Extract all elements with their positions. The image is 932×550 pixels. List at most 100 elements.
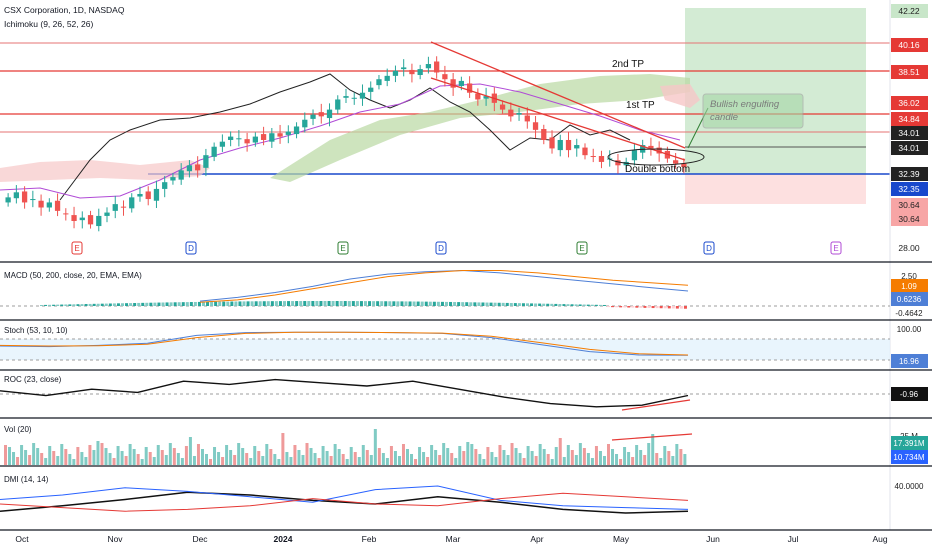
- candle[interactable]: [54, 200, 61, 211]
- double-bottom-ellipse[interactable]: [607, 148, 705, 166]
- candle[interactable]: [401, 67, 407, 70]
- event-marker[interactable]: D: [185, 241, 197, 255]
- candle[interactable]: [681, 163, 687, 167]
- candle[interactable]: [252, 136, 258, 143]
- stop-loss-zone[interactable]: [685, 174, 866, 204]
- candle[interactable]: [203, 155, 209, 168]
- candle[interactable]: [458, 80, 465, 86]
- candle[interactable]: [598, 156, 605, 162]
- candle[interactable]: [219, 141, 226, 147]
- macd-line[interactable]: [199, 269, 689, 302]
- candle[interactable]: [227, 136, 234, 140]
- candle[interactable]: [162, 182, 168, 189]
- event-marker[interactable]: E: [576, 241, 588, 255]
- candle[interactable]: [186, 165, 193, 172]
- candle[interactable]: [137, 193, 143, 197]
- candle[interactable]: [71, 215, 77, 221]
- candle[interactable]: [236, 138, 242, 140]
- candle[interactable]: [549, 137, 555, 149]
- candle[interactable]: [508, 109, 514, 117]
- candle[interactable]: [46, 202, 52, 208]
- event-marker[interactable]: E: [830, 241, 842, 255]
- candle[interactable]: [145, 191, 151, 200]
- candle[interactable]: [293, 126, 300, 135]
- candle[interactable]: [310, 114, 316, 119]
- candle[interactable]: [87, 215, 94, 225]
- candle[interactable]: [170, 177, 176, 181]
- candle[interactable]: [129, 197, 135, 209]
- candle[interactable]: [38, 200, 44, 208]
- candle[interactable]: [112, 204, 118, 211]
- candle[interactable]: [359, 92, 366, 99]
- candle[interactable]: [326, 109, 333, 119]
- candle[interactable]: [302, 119, 308, 128]
- candle[interactable]: [516, 112, 522, 115]
- candle[interactable]: [673, 160, 679, 164]
- candle[interactable]: [409, 69, 415, 75]
- candle[interactable]: [631, 150, 638, 161]
- candle[interactable]: [368, 87, 374, 92]
- candle[interactable]: [244, 139, 250, 144]
- candle[interactable]: [351, 97, 357, 99]
- candle[interactable]: [13, 192, 19, 199]
- candle[interactable]: [582, 147, 588, 156]
- candle[interactable]: [178, 170, 184, 180]
- candle[interactable]: [557, 139, 563, 151]
- candle[interactable]: [269, 133, 275, 142]
- candle[interactable]: [63, 213, 69, 215]
- dmi-plus-line[interactable]: [0, 485, 689, 510]
- candle[interactable]: [384, 75, 390, 81]
- take-profit-zone[interactable]: [685, 8, 866, 174]
- candle[interactable]: [434, 61, 440, 73]
- candle[interactable]: [30, 199, 36, 201]
- event-marker[interactable]: E: [71, 241, 83, 255]
- candle[interactable]: [648, 145, 654, 149]
- stoch-d-line[interactable]: [0, 331, 689, 356]
- volume-trend-arrow[interactable]: [611, 433, 693, 441]
- candle[interactable]: [392, 70, 399, 76]
- candle[interactable]: [615, 160, 621, 166]
- candle[interactable]: [524, 115, 530, 122]
- candle[interactable]: [532, 122, 539, 130]
- candle[interactable]: [211, 146, 217, 157]
- channel-lower[interactable]: [430, 77, 686, 161]
- event-marker[interactable]: D: [703, 241, 715, 255]
- candle[interactable]: [483, 96, 489, 99]
- candle[interactable]: [21, 191, 28, 203]
- candle[interactable]: [442, 74, 448, 80]
- candle[interactable]: [466, 83, 473, 93]
- candle[interactable]: [195, 164, 201, 171]
- candle[interactable]: [277, 133, 283, 137]
- candle[interactable]: [376, 79, 382, 86]
- candle[interactable]: [260, 134, 267, 140]
- candle[interactable]: [343, 96, 349, 98]
- candle[interactable]: [425, 64, 432, 69]
- engulfing-note-box[interactable]: [702, 93, 804, 129]
- candle[interactable]: [5, 197, 11, 203]
- dmi-adx-line[interactable]: [0, 491, 689, 514]
- candle[interactable]: [475, 93, 481, 100]
- channel-upper[interactable]: [430, 41, 686, 149]
- candle[interactable]: [104, 212, 110, 216]
- candle[interactable]: [318, 112, 324, 117]
- event-marker[interactable]: D: [435, 241, 447, 255]
- candle[interactable]: [565, 139, 572, 151]
- candle[interactable]: [590, 156, 596, 158]
- roc-line[interactable]: [0, 378, 689, 408]
- candle[interactable]: [285, 131, 291, 135]
- candle[interactable]: [417, 69, 423, 76]
- candle[interactable]: [499, 104, 506, 110]
- candle[interactable]: [656, 147, 662, 154]
- macd-signal-line[interactable]: [199, 270, 689, 303]
- candle[interactable]: [541, 129, 547, 140]
- candle[interactable]: [79, 217, 85, 221]
- event-marker[interactable]: E: [337, 241, 349, 255]
- candle[interactable]: [335, 99, 341, 110]
- candle[interactable]: [120, 206, 127, 208]
- candle[interactable]: [96, 215, 102, 227]
- candle[interactable]: [574, 145, 580, 149]
- candle[interactable]: [153, 188, 160, 201]
- roc-trend-arrow[interactable]: [621, 399, 691, 411]
- candle[interactable]: [450, 79, 456, 88]
